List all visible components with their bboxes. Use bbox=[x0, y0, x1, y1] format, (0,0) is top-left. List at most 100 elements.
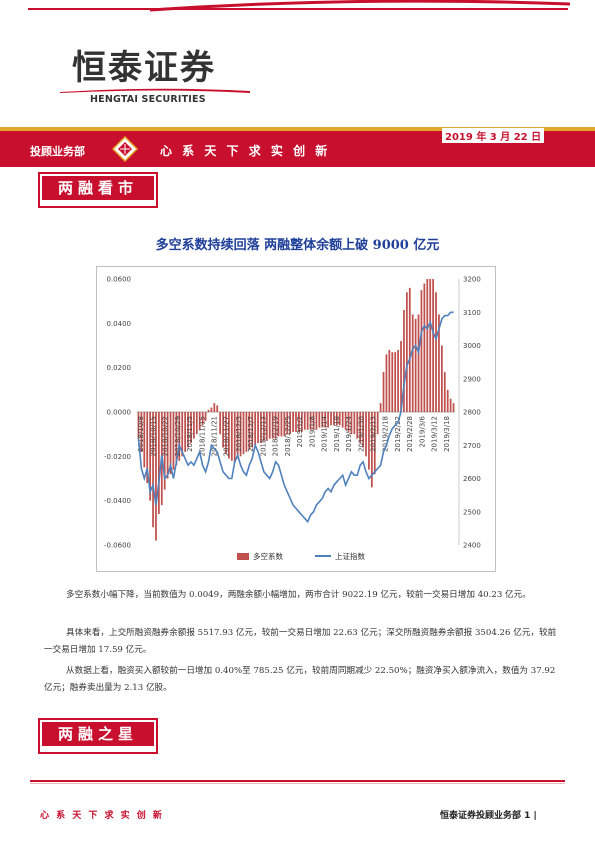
footer-rule bbox=[30, 780, 565, 782]
bar-long-short-coefficient bbox=[344, 412, 347, 430]
bar-long-short-coefficient bbox=[432, 279, 434, 412]
bar-long-short-coefficient bbox=[265, 412, 268, 441]
right-axis-tick-label: 2500 bbox=[463, 508, 481, 516]
company-logo-english: HENGTAI SECURITIES bbox=[90, 94, 206, 105]
x-axis-tick-label: 2019/2/28 bbox=[406, 416, 414, 452]
bar-long-short-coefficient bbox=[219, 412, 222, 435]
bar-long-short-coefficient bbox=[298, 412, 300, 432]
bar-long-short-coefficient bbox=[417, 314, 420, 412]
bar-long-short-coefficient bbox=[204, 412, 207, 421]
chart-title: 多空系数持续回落 两融整体余额上破 9000 亿元 bbox=[155, 238, 440, 253]
bar-long-short-coefficient bbox=[379, 403, 382, 412]
bar-long-short-coefficient bbox=[368, 412, 370, 470]
bar-long-short-coefficient bbox=[306, 412, 309, 430]
x-axis-tick-label: 2018/11/27 bbox=[223, 416, 231, 456]
bar-long-short-coefficient bbox=[321, 412, 324, 428]
header-top-rule bbox=[28, 8, 568, 10]
x-axis-tick-label: 2018/10/8 bbox=[137, 416, 145, 452]
bar-long-short-coefficient bbox=[312, 412, 315, 430]
bar-long-short-coefficient bbox=[309, 412, 312, 430]
header-gold-stripe bbox=[0, 127, 595, 131]
bar-long-short-coefficient bbox=[195, 412, 198, 435]
footer-slogan: 心 系 天 下 求 实 创 新 bbox=[40, 811, 164, 821]
x-axis-tick-label: 2018/10/29 bbox=[174, 416, 182, 456]
x-axis-tick-label: 2019/2/22 bbox=[394, 416, 402, 452]
bar-long-short-coefficient bbox=[242, 412, 245, 455]
bar-long-short-coefficient bbox=[274, 412, 277, 439]
right-axis-tick-label: 2800 bbox=[463, 409, 481, 417]
x-axis-tick-label: 2018/10/15 bbox=[149, 416, 157, 456]
bar-long-short-coefficient bbox=[146, 412, 149, 483]
x-axis-tick-label: 2019/1/8 bbox=[308, 416, 316, 447]
bar-long-short-coefficient bbox=[359, 412, 362, 444]
bar-long-short-coefficient bbox=[190, 412, 192, 444]
bar-long-short-coefficient bbox=[408, 287, 411, 412]
bar-long-short-coefficient bbox=[193, 412, 195, 439]
x-axis-tick-label: 2019/1/24 bbox=[345, 415, 353, 451]
bar-long-short-coefficient bbox=[263, 412, 265, 441]
bar-long-short-coefficient bbox=[257, 412, 259, 444]
bar-long-short-coefficient bbox=[140, 412, 143, 452]
bar-long-short-coefficient bbox=[207, 409, 210, 412]
bar-long-short-coefficient bbox=[347, 412, 350, 432]
bar-long-short-coefficient bbox=[362, 412, 364, 448]
bar-long-short-coefficient bbox=[239, 412, 242, 457]
bar-long-short-coefficient bbox=[338, 412, 341, 426]
paragraph-exchange-detail: 具体来看，上交所融资融券余额报 5517.93 亿元，较前一交易日增加 22.6… bbox=[44, 628, 557, 655]
right-axis-tick-label: 3100 bbox=[463, 309, 481, 317]
bar-long-short-coefficient bbox=[356, 412, 359, 439]
x-axis-tick-label: 2018/11/21 bbox=[211, 416, 219, 456]
bar-long-short-coefficient bbox=[228, 412, 230, 459]
x-axis-tick-label: 2018/12/13 bbox=[259, 416, 267, 456]
report-date: 2019 年 3 月 22 日 bbox=[442, 128, 545, 143]
chart-container: 0.0600 0.0400 0.0200 0.0000 -0.0200 -0.0400 -0… bbox=[96, 266, 496, 572]
x-axis-tick-label: 2019/1/14 bbox=[321, 415, 329, 451]
legend-label-long-short: 多空系数 bbox=[253, 551, 283, 561]
x-axis-tick-label: 2018/11/15 bbox=[198, 416, 206, 456]
bar-long-short-coefficient bbox=[365, 412, 367, 457]
x-axis-tick-label: 2018/12/19 bbox=[272, 416, 280, 456]
bar-long-short-coefficient bbox=[324, 412, 327, 428]
bar-long-short-coefficient bbox=[446, 389, 449, 412]
bar-long-short-coefficient bbox=[440, 345, 443, 412]
bar-long-short-coefficient bbox=[198, 412, 201, 430]
bar-long-short-coefficient bbox=[163, 412, 166, 490]
bar-long-short-coefficient bbox=[414, 318, 417, 412]
bar-long-short-coefficient bbox=[335, 412, 338, 426]
header-arc-decoration bbox=[150, 0, 570, 12]
bar-long-short-coefficient bbox=[236, 412, 239, 459]
bar-long-short-coefficient bbox=[449, 398, 452, 412]
bar-long-short-coefficient bbox=[330, 412, 332, 426]
bar-long-short-coefficient bbox=[295, 412, 297, 432]
bar-long-short-coefficient bbox=[370, 412, 373, 488]
legend-label-index: 上证指数 bbox=[335, 551, 365, 561]
bar-long-short-coefficient bbox=[382, 372, 385, 412]
bar-long-short-coefficient bbox=[248, 412, 251, 450]
left-axis-tick-label: 0.0200 bbox=[107, 364, 132, 372]
bar-long-short-coefficient bbox=[169, 412, 172, 475]
x-axis-tick-label: 2018/12/3 bbox=[235, 416, 243, 452]
bar-long-short-coefficient bbox=[149, 412, 152, 501]
x-axis-tick-label: 2019/2/13 bbox=[370, 416, 378, 452]
legend-swatch-bar bbox=[237, 553, 249, 560]
x-axis-tick-label: 2019/3/6 bbox=[418, 415, 426, 447]
right-axis-tick-label: 2700 bbox=[463, 442, 481, 450]
bar-long-short-coefficient bbox=[423, 283, 426, 412]
bar-long-short-coefficient bbox=[187, 412, 189, 448]
x-axis-tick-label: 2018/12/7 bbox=[247, 416, 255, 452]
bar-long-short-coefficient bbox=[225, 412, 227, 455]
header-slogan: 心 系 天 下 求 实 创 新 bbox=[160, 144, 331, 158]
bar-long-short-coefficient bbox=[405, 292, 408, 412]
bar-long-short-coefficient bbox=[184, 412, 187, 452]
footer-rule-thin bbox=[30, 783, 565, 784]
bar-long-short-coefficient bbox=[452, 403, 455, 412]
bar-long-short-coefficient bbox=[327, 412, 329, 428]
bar-long-short-coefficient bbox=[175, 412, 178, 466]
bar-long-short-coefficient bbox=[271, 412, 274, 439]
bar-long-short-coefficient bbox=[289, 412, 292, 435]
bar-long-short-coefficient bbox=[277, 412, 280, 437]
bar-long-short-coefficient bbox=[158, 412, 160, 514]
x-axis-tick-label: 2019/1/18 bbox=[333, 416, 341, 452]
bar-long-short-coefficient bbox=[303, 412, 306, 430]
right-axis-tick-label: 3000 bbox=[463, 342, 481, 350]
